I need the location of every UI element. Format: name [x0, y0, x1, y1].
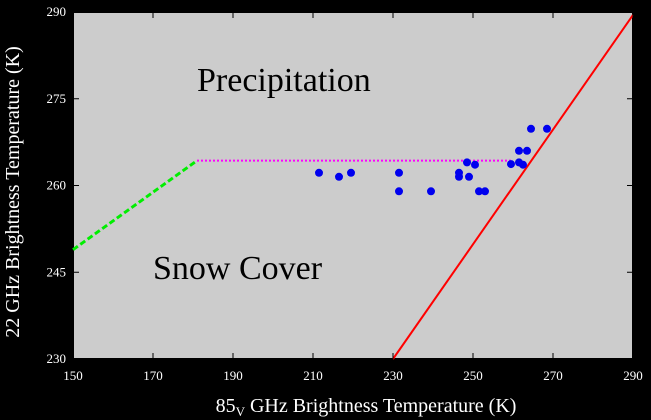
x-axis-label-subscript: V: [236, 404, 246, 419]
data-point: [465, 172, 473, 181]
data-point: [523, 146, 531, 155]
region-annotations: Precipitation Snow Cover: [153, 62, 371, 287]
data-point: [455, 172, 463, 181]
x-tick-label: 210: [303, 368, 323, 383]
data-point: [527, 124, 535, 133]
snow-cover-annotation: Snow Cover: [153, 250, 323, 287]
data-point: [427, 187, 435, 196]
green-dashed-threshold-line: [72, 159, 198, 251]
red-solid-threshold-line: [392, 14, 634, 360]
data-point: [519, 160, 527, 169]
x-axis-label: 85V GHz Brightness Temperature (K): [216, 395, 517, 419]
axis-ticks: 150 170 190 210 230 250 270 290 230 245 260 275 290: [47, 4, 643, 383]
data-point: [543, 124, 551, 133]
precipitation-annotation: Precipitation: [197, 62, 371, 99]
y-tick-label: 245: [47, 264, 67, 279]
data-point: [347, 168, 355, 177]
x-tick-label: 170: [143, 368, 163, 383]
y-tick-label: 290: [47, 4, 67, 19]
x-tick-label: 250: [463, 368, 483, 383]
data-point: [335, 172, 343, 181]
data-point: [315, 168, 323, 177]
x-tick-label: 270: [543, 368, 563, 383]
y-tick-label: 230: [47, 351, 67, 366]
data-point: [515, 146, 523, 155]
x-tick-label: 290: [623, 368, 643, 383]
threshold-lines: [72, 14, 634, 360]
plot-area: [72, 11, 634, 360]
data-point: [395, 168, 403, 177]
data-point: [463, 158, 471, 167]
data-point: [395, 187, 403, 196]
data-point: [481, 187, 489, 196]
x-tick-label: 190: [223, 368, 243, 383]
y-axis-label: 22 GHz Brightness Temperature (K): [2, 46, 24, 337]
data-point: [507, 160, 515, 169]
data-point: [475, 187, 483, 196]
y-tick-label: 275: [47, 91, 67, 106]
x-tick-label: 150: [63, 368, 83, 383]
data-points: [315, 124, 551, 196]
x-tick-label: 230: [383, 368, 403, 383]
y-tick-label: 260: [47, 178, 67, 193]
data-point: [471, 160, 479, 169]
